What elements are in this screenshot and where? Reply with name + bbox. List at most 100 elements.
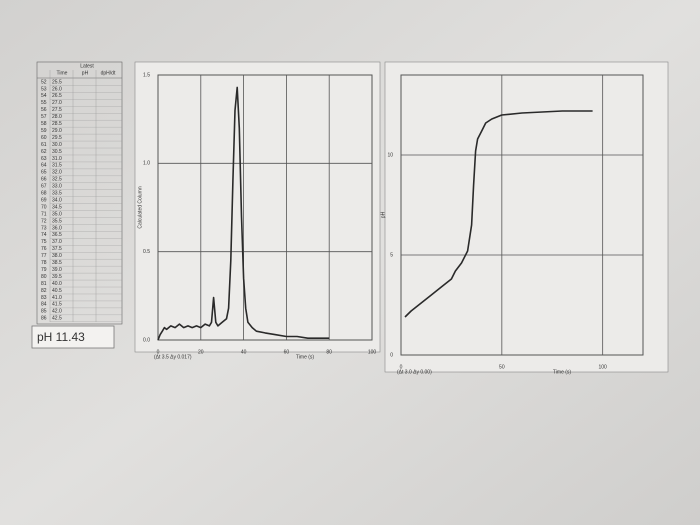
y-tick-label: 1.0 xyxy=(143,161,150,167)
time-cell: 30.0 xyxy=(52,142,62,148)
time-cell: 34.5 xyxy=(52,204,62,210)
paper-sheet xyxy=(384,61,669,373)
x-tick-label: 80 xyxy=(326,349,332,355)
chart-note: (Δt 3.0 Δy 0.00) xyxy=(397,369,432,375)
x-tick-label: 100 xyxy=(598,364,607,370)
time-cell: 26.0 xyxy=(52,86,62,92)
chart-derivative: 0.0 0.5 1.0 1.5 0 20 40 60 80 100 Time (s) (Δt 3.5 … xyxy=(134,61,381,360)
row-index: 61 xyxy=(41,142,47,148)
time-cell: 36.0 xyxy=(52,225,62,231)
row-index: 79 xyxy=(41,267,47,273)
row-index: 56 xyxy=(41,107,47,113)
time-cell: 40.0 xyxy=(52,281,62,287)
row-index: 54 xyxy=(41,93,47,99)
paper-sheet xyxy=(134,61,381,353)
data-line xyxy=(157,86,330,341)
x-tick-label: 40 xyxy=(241,349,247,355)
y-tick-label: 10 xyxy=(387,152,393,158)
x-tick-label: 20 xyxy=(198,349,204,355)
x-tick-label: 50 xyxy=(499,364,505,370)
column-header: dpH/dt xyxy=(101,70,116,76)
time-cell: 27.0 xyxy=(52,100,62,106)
time-cell: 42.0 xyxy=(52,309,62,315)
x-tick-label: 60 xyxy=(284,349,290,355)
y-tick-label: 1.5 xyxy=(143,72,150,78)
x-tick-label: 100 xyxy=(368,349,377,355)
time-cell: 37.0 xyxy=(52,239,62,245)
table-title: Latest xyxy=(80,63,94,69)
time-cell: 39.5 xyxy=(52,274,62,280)
time-cell: 38.0 xyxy=(52,253,62,259)
row-index: 69 xyxy=(41,197,47,203)
time-cell: 31.0 xyxy=(52,156,62,162)
row-index: 84 xyxy=(41,302,47,308)
time-cell: 33.5 xyxy=(52,191,62,197)
x-axis-label: Time (s) xyxy=(296,354,314,360)
data-table: Latest Time pH dpH/dt 52 25.5 53 26.0 54 26.5 55 2… xyxy=(36,61,123,325)
row-index: 66 xyxy=(41,177,47,183)
time-cell: 28.5 xyxy=(52,121,62,127)
row-index: 53 xyxy=(41,86,47,92)
data-line xyxy=(404,110,593,318)
row-index: 77 xyxy=(41,253,47,259)
row-index: 78 xyxy=(41,260,47,266)
row-index: 82 xyxy=(41,288,47,294)
row-index: 67 xyxy=(41,184,47,190)
time-cell: 40.5 xyxy=(52,288,62,294)
time-cell: 38.5 xyxy=(52,260,62,266)
time-cell: 42.5 xyxy=(52,316,62,322)
time-cell: 27.5 xyxy=(52,107,62,113)
row-index: 63 xyxy=(41,156,47,162)
row-index: 55 xyxy=(41,100,47,106)
row-index: 52 xyxy=(41,79,47,85)
time-cell: 39.0 xyxy=(52,267,62,273)
time-cell: 35.5 xyxy=(52,218,62,224)
row-index: 74 xyxy=(41,232,47,238)
time-cell: 36.5 xyxy=(52,232,62,238)
row-index: 58 xyxy=(41,121,47,127)
time-cell: 37.5 xyxy=(52,246,62,252)
row-index: 65 xyxy=(41,170,47,176)
y-axis-label: Calculated Column xyxy=(137,186,143,228)
row-index: 70 xyxy=(41,204,47,210)
time-cell: 32.0 xyxy=(52,170,62,176)
time-cell: 33.0 xyxy=(52,184,62,190)
row-index: 59 xyxy=(41,128,47,134)
time-cell: 41.5 xyxy=(52,302,62,308)
row-index: 85 xyxy=(41,309,47,315)
time-cell: 41.0 xyxy=(52,295,62,301)
column-header: Time xyxy=(57,70,68,76)
table-border xyxy=(36,61,123,325)
column-header: pH xyxy=(82,70,89,76)
time-cell: 35.0 xyxy=(52,211,62,217)
y-axis-label: pH xyxy=(380,211,386,218)
row-index: 68 xyxy=(41,191,47,197)
row-index: 75 xyxy=(41,239,47,245)
x-axis-label: Time (s) xyxy=(553,369,571,375)
x-tick-label: 0 xyxy=(157,349,160,355)
row-index: 83 xyxy=(41,295,47,301)
x-tick-label: 0 xyxy=(400,364,403,370)
row-index: 57 xyxy=(41,114,47,120)
time-cell: 29.5 xyxy=(52,135,62,141)
y-tick-label: 5 xyxy=(390,252,393,258)
time-cell: 31.5 xyxy=(52,163,62,169)
ph-box xyxy=(31,325,115,349)
time-cell: 30.5 xyxy=(52,149,62,155)
chart-note: (Δt 3.5 Δy 0.017) xyxy=(154,354,192,360)
row-index: 73 xyxy=(41,225,47,231)
y-tick-label: 0 xyxy=(390,352,393,358)
row-index: 76 xyxy=(41,246,47,252)
row-index: 60 xyxy=(41,135,47,141)
row-index: 72 xyxy=(41,218,47,224)
time-cell: 29.0 xyxy=(52,128,62,134)
time-cell: 28.0 xyxy=(52,114,62,120)
y-tick-label: 0.0 xyxy=(143,337,150,343)
row-index: 71 xyxy=(41,211,47,217)
ph-readout: pH 11.43 xyxy=(37,330,85,344)
row-index: 64 xyxy=(41,163,47,169)
y-tick-label: 0.5 xyxy=(143,249,150,255)
time-cell: 26.5 xyxy=(52,93,62,99)
